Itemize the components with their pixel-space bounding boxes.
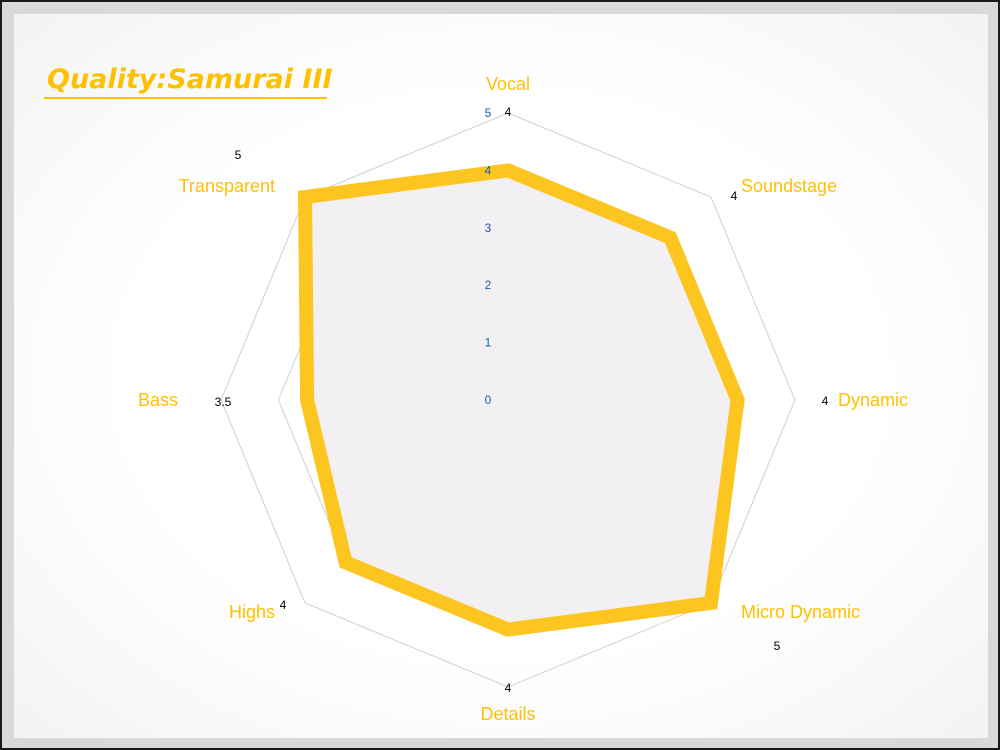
value-label: 3.5 xyxy=(215,395,232,409)
series-outline xyxy=(297,163,745,637)
category-label: Highs xyxy=(229,602,275,622)
value-label: 5 xyxy=(774,639,781,653)
radial-tick-label: 3 xyxy=(485,221,492,235)
series-layer xyxy=(297,163,745,637)
value-label: 4 xyxy=(280,598,287,612)
value-label: 4 xyxy=(822,394,829,408)
tick-layer: 0 1 2 3 4 5 xyxy=(485,106,492,407)
grid-ring xyxy=(220,112,796,688)
radial-tick-label: 5 xyxy=(485,106,492,120)
category-label: Dynamic xyxy=(838,390,908,410)
category-label: Micro Dynamic xyxy=(741,602,860,622)
radial-tick-label: 2 xyxy=(485,278,492,292)
chart-title: Quality:Samurai III xyxy=(47,64,333,95)
category-label: Vocal xyxy=(486,74,530,94)
value-label: 4 xyxy=(731,189,738,203)
category-label: Soundstage xyxy=(741,176,837,196)
value-label: 4 xyxy=(505,681,512,695)
radial-tick-label: 4 xyxy=(485,163,492,177)
category-label: Details xyxy=(480,704,535,724)
value-label: 5 xyxy=(235,148,242,162)
value-label: 4 xyxy=(505,105,512,119)
radial-tick-label: 0 xyxy=(485,393,492,407)
label-layer: Vocal Soundstage Dynamic Micro Dynamic Detai… xyxy=(138,74,908,724)
radial-tick-label: 1 xyxy=(485,336,492,350)
category-label: Transparent xyxy=(179,176,275,196)
category-label: Bass xyxy=(138,390,178,410)
